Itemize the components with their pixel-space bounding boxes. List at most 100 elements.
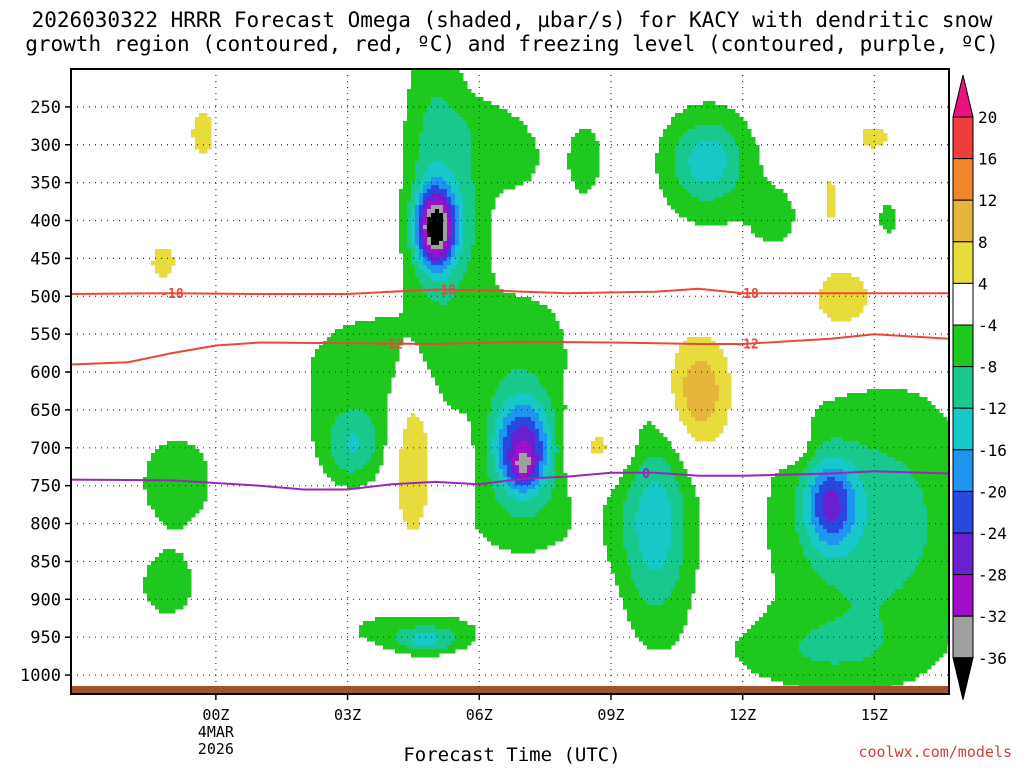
omega-cell [535,437,540,442]
omega-cell [483,285,488,290]
omega-cell [535,381,540,386]
omega-cell [459,89,464,94]
omega-cell [863,413,868,418]
omega-cell [423,209,428,214]
omega-cell [511,185,516,190]
omega-cell [903,409,908,414]
omega-cell [687,425,692,430]
omega-cell [835,409,840,414]
omega-cell [407,93,412,98]
omega-cell [871,429,876,434]
omega-cell [467,197,472,202]
omega-cell [487,177,492,182]
omega-cell [503,321,508,326]
omega-cell [415,85,420,90]
omega-cell [507,305,512,310]
omega-cell [911,409,916,414]
omega-cell [367,345,372,350]
omega-cell [735,193,740,198]
omega-cell [483,329,488,334]
omega-cell [491,433,496,438]
omega-cell [519,317,524,322]
omega-cell [663,185,668,190]
omega-cell [463,277,468,282]
omega-cell [735,205,740,210]
omega-cell [487,161,492,166]
omega-cell [895,413,900,418]
omega-cell [379,377,384,382]
omega-cell [751,205,756,210]
omega-cell [831,201,836,206]
omega-cell [675,173,680,178]
omega-cell [407,265,412,270]
omega-cell [435,357,440,362]
omega-cell [427,173,432,178]
omega-cell [471,221,476,226]
omega-cell [495,309,500,314]
omega-cell [439,113,444,118]
omega-cell [507,397,512,402]
omega-cell [451,257,456,262]
omega-cell [415,121,420,126]
omega-cell [691,401,696,406]
omega-cell [651,437,656,442]
omega-cell [439,253,444,258]
omega-cell [707,217,712,222]
omega-cell [871,129,876,134]
omega-cell [827,285,832,290]
omega-cell [719,173,724,178]
omega-cell [427,241,432,246]
omega-cell [467,153,472,158]
omega-cell [691,193,696,198]
omega-cell [479,325,484,330]
omega-cell [691,361,696,366]
omega-cell [527,385,532,390]
omega-cell [743,197,748,202]
omega-cell [423,433,428,438]
omega-cell [391,353,396,358]
omega-cell [647,433,652,438]
omega-cell [459,125,464,130]
omega-cell [371,433,376,438]
omega-cell [515,125,520,130]
omega-cell [519,381,524,386]
omega-cell [467,237,472,242]
omega-cell [403,325,408,330]
omega-cell [835,301,840,306]
omega-cell [727,173,732,178]
omega-cell [475,185,480,190]
omega-cell [463,357,468,362]
omega-cell [519,433,524,438]
omega-cell [455,217,460,222]
omega-cell [511,317,516,322]
omega-cell [527,305,532,310]
omega-cell [431,273,436,278]
omega-cell [723,121,728,126]
omega-cell [699,373,704,378]
omega-cell [667,169,672,174]
omega-cell [327,381,332,386]
omega-cell [407,105,412,110]
omega-cell [475,285,480,290]
omega-cell [859,401,864,406]
omega-cell [859,297,864,302]
omega-cell [483,157,488,162]
omega-cell [411,325,416,330]
omega-cell [719,105,724,110]
omega-cell [395,345,400,350]
omega-cell [683,373,688,378]
omega-cell [471,361,476,366]
omega-cell [415,325,420,330]
omega-cell [467,273,472,278]
omega-cell [419,309,424,314]
omega-cell [703,113,708,118]
omega-cell [535,429,540,434]
omega-cell [467,301,472,306]
omega-cell [503,365,508,370]
omega-cell [499,109,504,114]
omega-cell [463,101,468,106]
omega-cell [411,245,416,250]
omega-cell [883,401,888,406]
omega-cell [531,361,536,366]
omega-cell [711,109,716,114]
